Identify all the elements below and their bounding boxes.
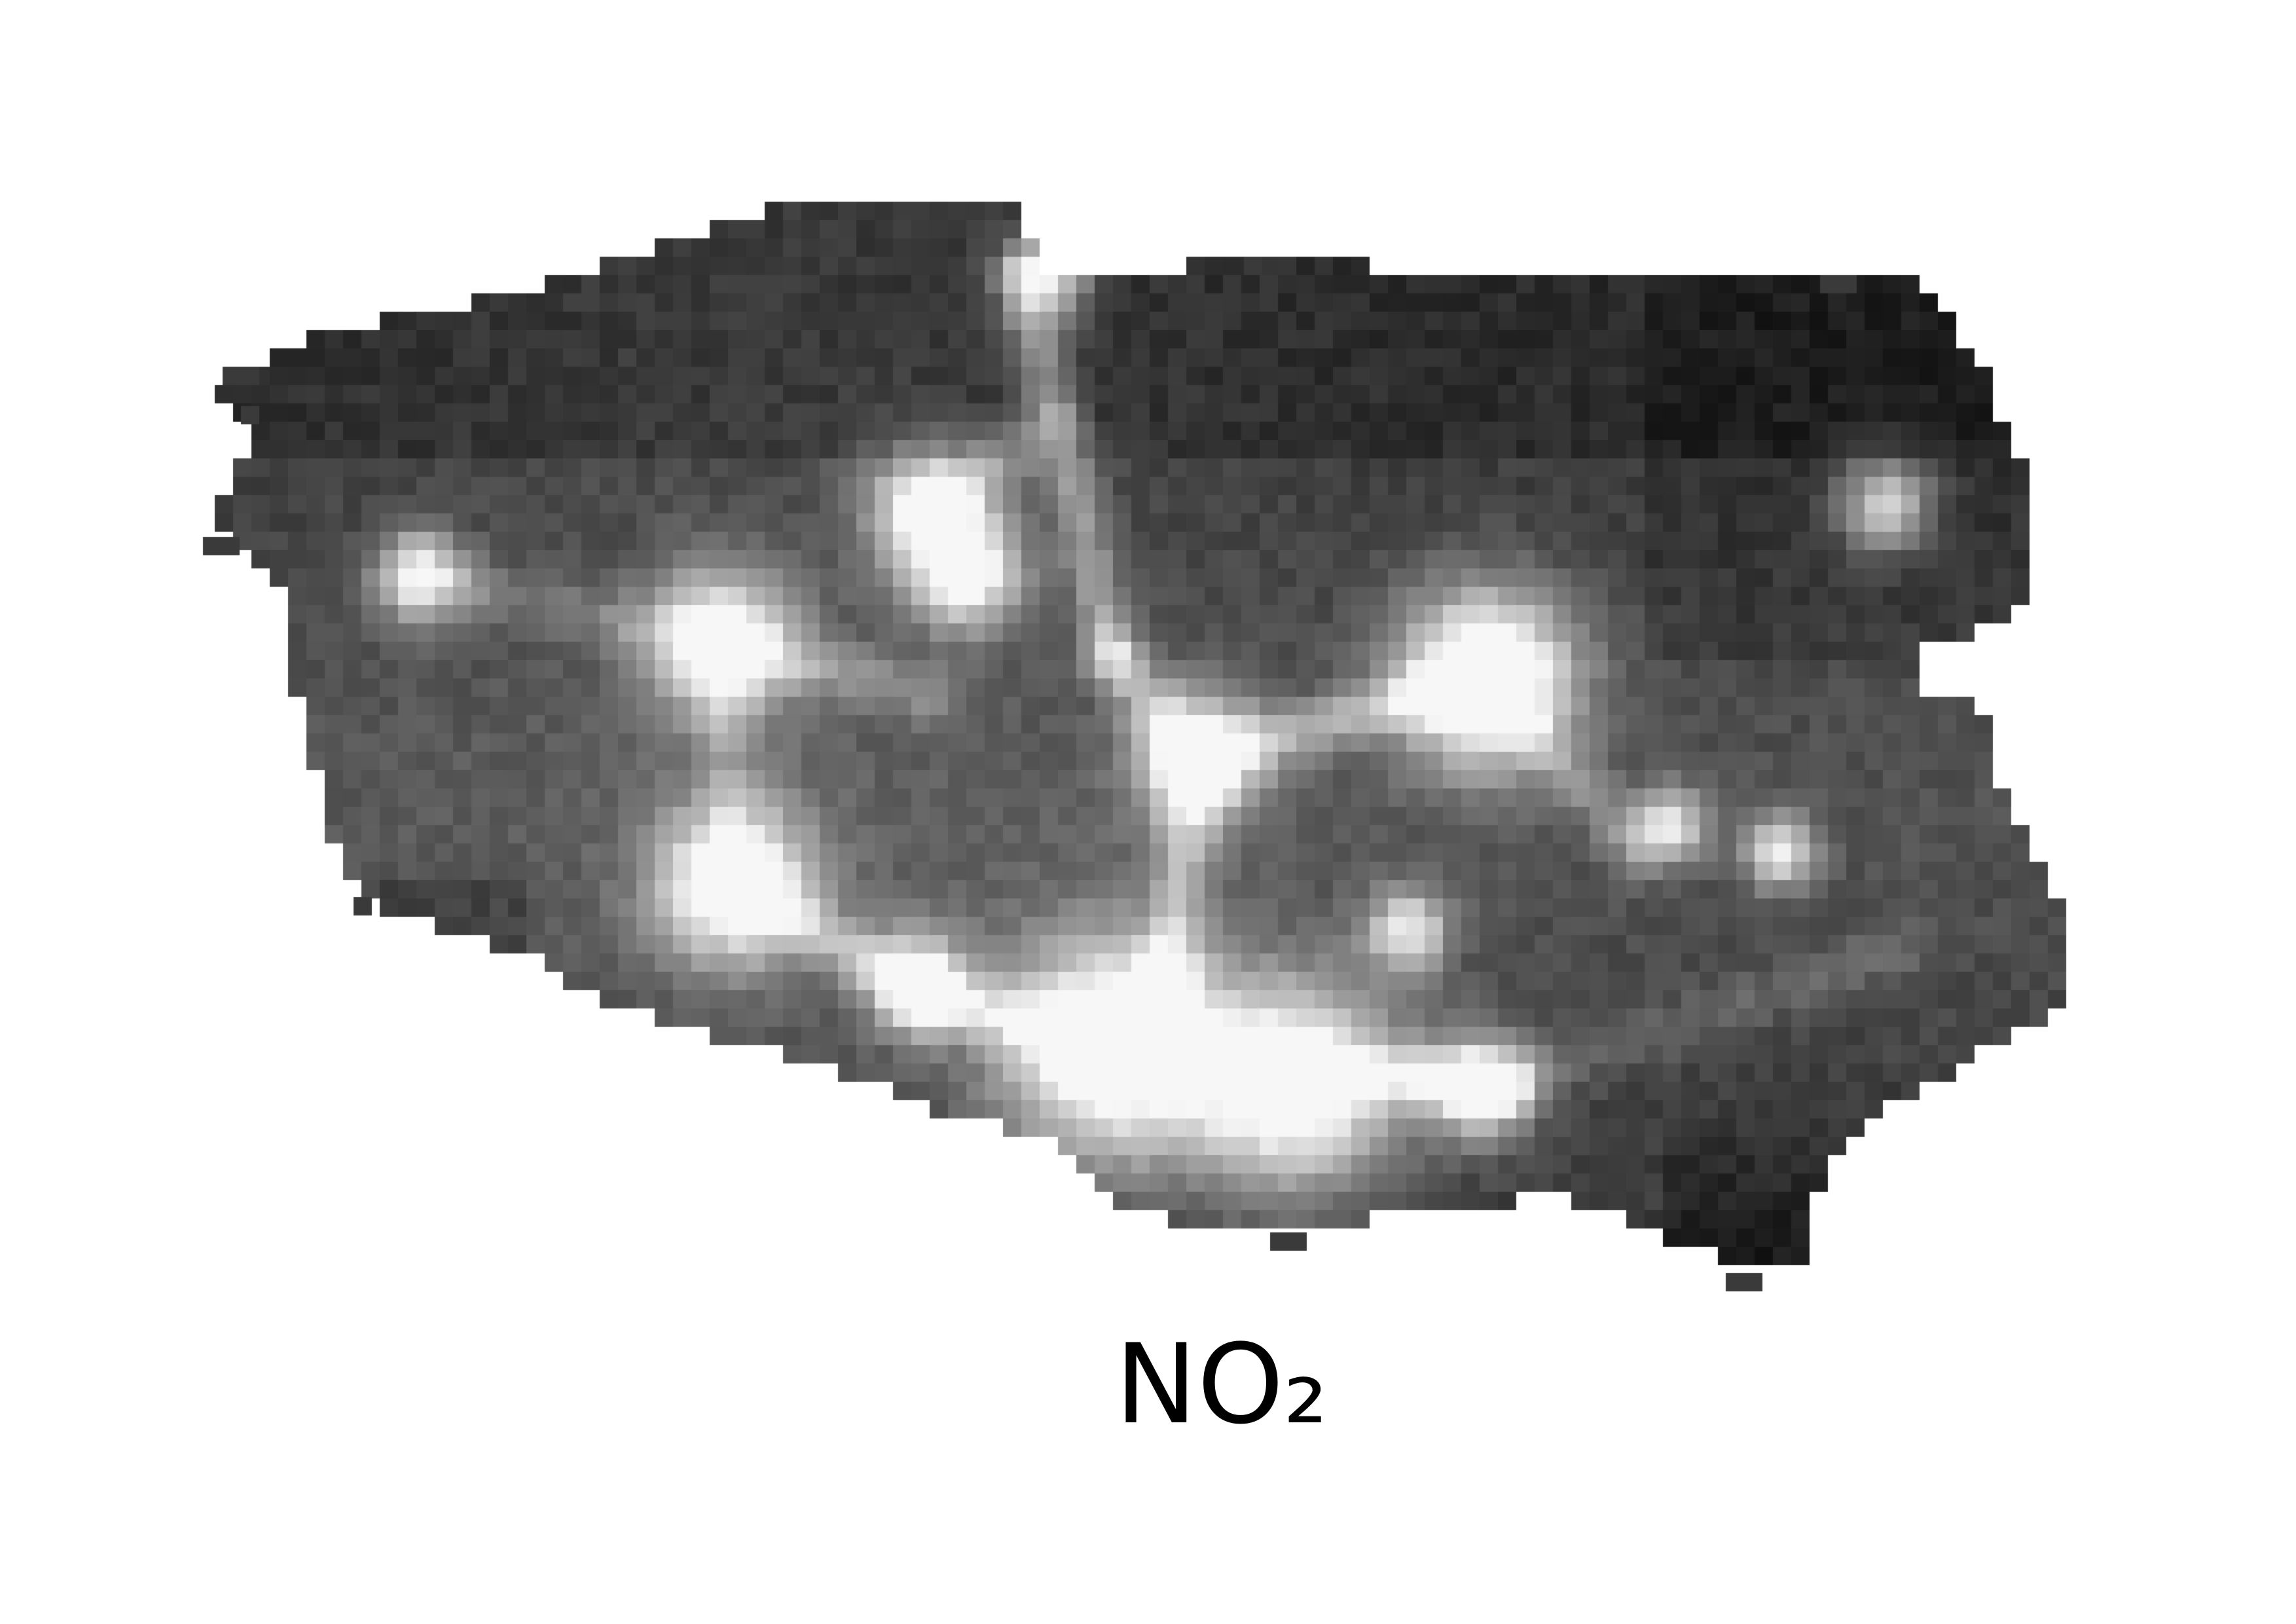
map-caption: NO₂ (1115, 1320, 1328, 1449)
